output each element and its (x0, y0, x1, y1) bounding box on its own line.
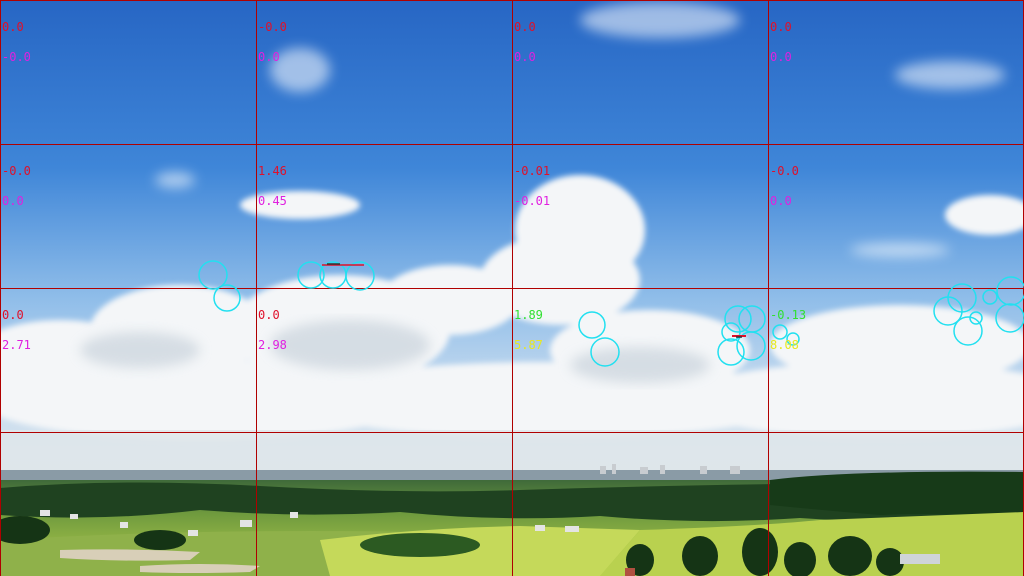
cell-value-top: -0.0 (258, 20, 287, 34)
detection-circle (969, 311, 983, 325)
buildings (40, 510, 940, 576)
detection-circle (738, 305, 766, 333)
cell-value-bottom: 2.98 (258, 338, 287, 352)
detection-circle (996, 276, 1024, 306)
detection-circle (947, 283, 977, 313)
cell-value-top: 0.0 (2, 308, 24, 322)
cell-value-top: -0.13 (770, 308, 807, 322)
wispy-clouds (155, 2, 1005, 257)
detection-circle (198, 260, 228, 290)
cell-value-bottom: -0.01 (514, 194, 551, 208)
cloud-shadows (80, 320, 710, 383)
detection-circle (297, 261, 325, 289)
cell-value-top: 0.0 (514, 20, 536, 34)
cell-value-bottom: 0.0 (2, 194, 24, 208)
cell-value-top: -0.0 (770, 164, 799, 178)
cell-value-bottom: 0.0 (770, 50, 792, 64)
detection-circle (578, 311, 606, 339)
detection-circle (717, 338, 745, 366)
detection-circles (198, 260, 1024, 367)
detection-circle (345, 261, 375, 291)
detection-circle (736, 331, 766, 361)
cell-value-bottom: 0.45 (258, 194, 287, 208)
detection-circle (590, 337, 620, 367)
detection-circle (724, 305, 752, 333)
cell-value-bottom: 2.71 (2, 338, 31, 352)
track-lines (322, 263, 746, 338)
cell-value-top: 0.0 (258, 308, 280, 322)
cell-value-top: 0.0 (2, 20, 24, 34)
detection-circle (213, 284, 241, 312)
detection-circle (995, 303, 1024, 333)
cell-value-top: 1.89 (514, 308, 543, 322)
cell-value-top: 1.46 (258, 164, 287, 178)
distant-city (600, 464, 740, 474)
cell-value-top: -0.0 (2, 164, 31, 178)
cell-value-top: 0.0 (770, 20, 792, 34)
cell-value-bottom: 5.87 (514, 338, 543, 352)
cell-value-bottom: -0.0 (2, 50, 31, 64)
detection-circle (953, 316, 983, 346)
detection-circle (786, 332, 800, 346)
cell-value-bottom: 8.08 (770, 338, 799, 352)
detection-circle (772, 324, 788, 340)
cell-value-bottom: 0.0 (258, 50, 280, 64)
cell-value-bottom: 0.0 (770, 194, 792, 208)
detection-circle (982, 289, 998, 305)
forest-right (770, 471, 1024, 518)
cell-value-bottom: 0.0 (514, 50, 536, 64)
cell-value-top: -0.01 (514, 164, 551, 178)
